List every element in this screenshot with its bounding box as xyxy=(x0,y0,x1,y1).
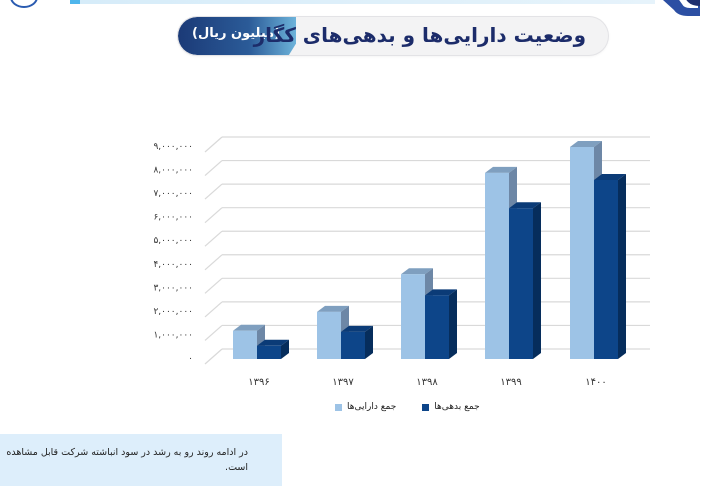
bar-side xyxy=(618,173,626,359)
bar-liabilities xyxy=(257,345,281,359)
bar-side xyxy=(365,325,373,359)
bar-top xyxy=(257,339,289,346)
bar-liabilities xyxy=(341,331,365,359)
y-tick-label: ۰ xyxy=(188,354,193,364)
gridline-side xyxy=(204,183,223,200)
page-title: وضعیت دارایی‌ها و بدهی‌های کگاز xyxy=(253,23,586,47)
y-tick-label: ۶,۰۰۰,۰۰۰ xyxy=(153,213,193,223)
gridline-side xyxy=(204,254,223,271)
title-unit: (میلیون ریال) xyxy=(192,26,281,41)
bar-top xyxy=(425,289,457,296)
logo-right-icon xyxy=(663,0,700,16)
x-tick-label: ۱۳۹۷ xyxy=(332,377,354,388)
note-text: در ادامه روند رو به رشد در سود انباشته ش… xyxy=(6,447,248,473)
bar-side xyxy=(281,339,289,359)
legend: جمع بدهی‌ها جمع دارایی‌ها xyxy=(335,402,480,412)
legend-swatch-assets xyxy=(335,403,342,411)
bar-liabilities xyxy=(509,208,533,359)
note-box: در ادامه روند رو به رشد در سود انباشته ش… xyxy=(0,434,282,486)
gridline-side xyxy=(204,160,223,177)
y-tick-label: ۹,۰۰۰,۰۰۰ xyxy=(153,142,193,152)
bar-side xyxy=(533,202,541,359)
gridline-side xyxy=(204,230,223,247)
bar-top xyxy=(341,325,373,332)
gridline-side xyxy=(204,277,223,294)
bar-top xyxy=(485,166,517,173)
y-tick-label: ۳,۰۰۰,۰۰۰ xyxy=(153,283,193,293)
title-unit-badge: (میلیون ریال) xyxy=(178,17,296,55)
legend-item-assets: جمع دارایی‌ها xyxy=(335,402,396,412)
legend-label-liabilities: جمع بدهی‌ها xyxy=(434,402,480,412)
x-tick-label: ۱۳۹۶ xyxy=(248,377,269,388)
gridline-side xyxy=(204,348,223,365)
x-tick-label: ۱۳۹۹ xyxy=(500,377,521,388)
y-tick-label: ۴,۰۰۰,۰۰۰ xyxy=(153,260,193,270)
legend-swatch-liabilities xyxy=(422,403,430,411)
gridline-side xyxy=(204,301,223,318)
y-tick-label: ۱,۰۰۰,۰۰۰ xyxy=(153,330,193,340)
bar-top xyxy=(233,324,265,331)
y-tick-label: ۷,۰۰۰,۰۰۰ xyxy=(153,189,193,199)
y-tick-label: ۲,۰۰۰,۰۰۰ xyxy=(153,307,193,317)
bar-top xyxy=(317,305,349,312)
bar-assets xyxy=(485,172,509,359)
y-tick-label: ۵,۰۰۰,۰۰۰ xyxy=(153,236,193,246)
title-pill: (میلیون ریال) وضعیت دارایی‌ها و بدهی‌های… xyxy=(178,17,608,55)
bar-top xyxy=(401,268,433,275)
bar-liabilities xyxy=(594,179,618,359)
bar-top xyxy=(509,202,541,209)
bar-assets xyxy=(233,330,257,359)
bar-assets xyxy=(570,147,594,359)
bar-top xyxy=(594,173,626,180)
gridline-side xyxy=(204,324,223,341)
legend-item-liabilities: جمع بدهی‌ها xyxy=(422,402,480,412)
bar-assets xyxy=(401,274,425,359)
x-tick-label: ۱۳۹۸ xyxy=(416,377,438,388)
y-tick-label: ۸,۰۰۰,۰۰۰ xyxy=(153,166,193,176)
x-tick-label: ۱۴۰۰ xyxy=(585,377,606,388)
gridline-side xyxy=(204,207,223,224)
gridline-side xyxy=(204,136,223,153)
top-strip xyxy=(70,0,655,4)
bar-assets xyxy=(317,311,341,359)
legend-label-assets: جمع دارایی‌ها xyxy=(347,402,397,412)
bar-top xyxy=(570,141,602,147)
bar-liabilities xyxy=(425,295,449,359)
bar-side xyxy=(449,289,457,359)
